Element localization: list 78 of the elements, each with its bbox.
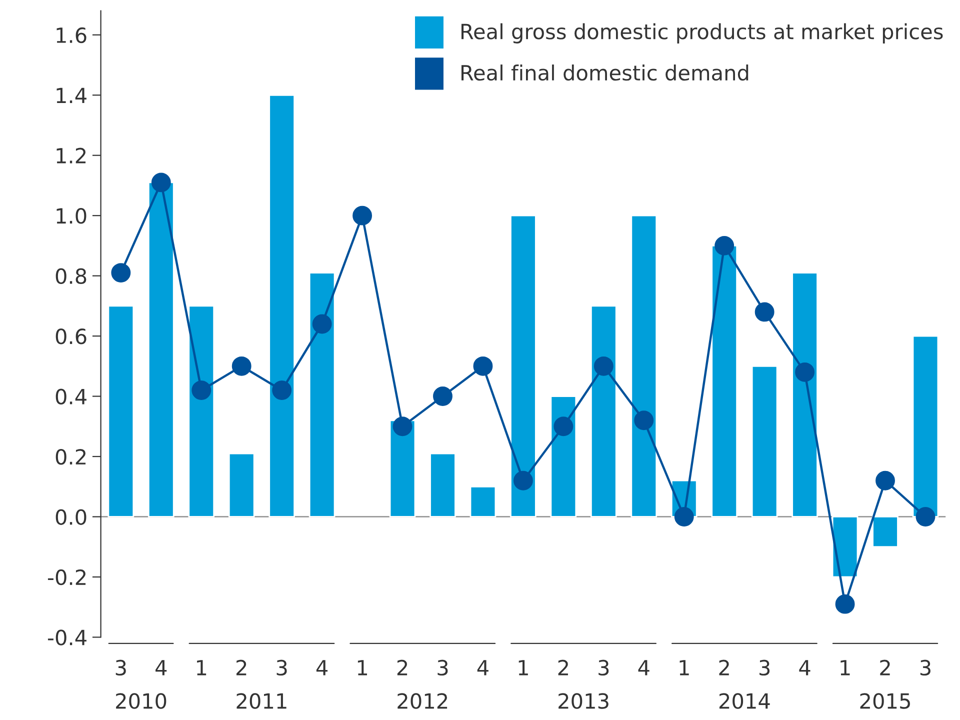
text: 2010	[116, 693, 166, 709]
bar	[912, 335, 939, 518]
point	[674, 507, 694, 526]
bar	[188, 305, 215, 518]
y-tick-label: -0.2	[48, 569, 86, 586]
x-tick-label: 3	[276, 660, 287, 676]
y-tick-label: 0.6	[56, 328, 86, 344]
text: 2015	[860, 693, 910, 709]
text: 2014	[719, 693, 770, 709]
point	[634, 410, 654, 430]
x-tick-label: 4	[638, 660, 650, 676]
x-tick-label: 1	[197, 660, 206, 676]
point	[513, 470, 533, 490]
x-tick-label: 2	[558, 660, 568, 676]
bar	[590, 305, 617, 518]
x-tick-label: 4	[477, 660, 488, 676]
x-tick-label: 1	[518, 660, 528, 676]
x-tick-label: 1	[680, 660, 689, 676]
point	[272, 380, 292, 400]
bar	[470, 486, 496, 518]
bar	[832, 516, 858, 578]
bar	[308, 272, 336, 518]
y-tick-label: 1.6	[56, 27, 86, 44]
x-tick-label: 4	[156, 660, 167, 676]
point	[835, 594, 855, 614]
x-tick-label: 2	[719, 660, 729, 676]
text: 2011	[236, 693, 286, 709]
point	[111, 263, 131, 283]
x-tick-label: 3	[920, 660, 930, 676]
x-tick-label: 4	[799, 660, 810, 676]
legend-label: Real gross domestic products at market prices	[461, 23, 943, 44]
y-tick-label: 1.0	[56, 208, 86, 224]
point	[392, 416, 412, 436]
x-tick-label: 3	[598, 660, 609, 676]
y-tick-label: 1.4	[56, 88, 86, 104]
bar	[268, 94, 295, 518]
bar	[430, 452, 456, 518]
x-tick-label: 1	[358, 660, 367, 676]
point	[433, 386, 452, 406]
point	[473, 356, 493, 376]
text: 2013	[558, 693, 608, 709]
point	[754, 302, 774, 322]
point	[312, 314, 332, 334]
y-tick-label: 0.4	[56, 388, 86, 404]
x-tick-label: 2	[880, 660, 890, 676]
point	[795, 362, 815, 382]
point	[916, 507, 936, 526]
point	[151, 172, 171, 192]
y-tick-label: 0.2	[56, 448, 86, 465]
x-tick-label: 4	[316, 660, 328, 676]
y-tick-label: -0.4	[48, 630, 86, 646]
text: 2012	[398, 693, 448, 709]
point	[352, 206, 372, 226]
bar	[792, 272, 818, 518]
x-tick-label: 2	[236, 660, 246, 676]
bar	[510, 214, 536, 518]
point	[876, 470, 895, 490]
point	[714, 236, 734, 256]
bar	[751, 365, 778, 518]
legend-label: Real final domestic demand	[461, 64, 748, 81]
bar	[108, 305, 134, 518]
point	[594, 356, 614, 376]
point	[192, 380, 212, 400]
bar	[148, 182, 174, 518]
x-tick-label: 1	[840, 660, 850, 676]
x-tick-label: 3	[438, 660, 448, 676]
x-tick-label: 2	[397, 660, 408, 676]
y-tick-label: 1.2	[56, 148, 86, 164]
point	[554, 416, 574, 436]
bar	[872, 516, 898, 548]
x-tick-label: 3	[116, 660, 126, 676]
y-tick-label: 0.8	[56, 268, 86, 284]
bar	[228, 452, 255, 518]
bar	[630, 214, 658, 518]
point	[232, 356, 252, 376]
bar	[711, 245, 738, 518]
y-tick-label: 0.0	[56, 509, 86, 525]
x-tick-label: 3	[760, 660, 770, 676]
